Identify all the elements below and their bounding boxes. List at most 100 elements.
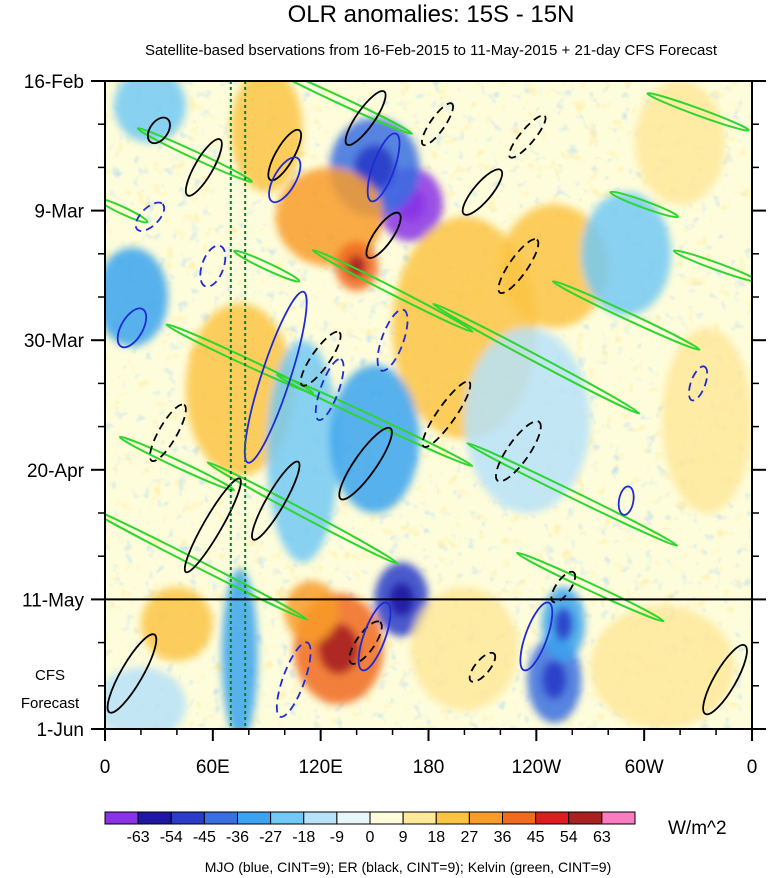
er-contour [508, 114, 547, 159]
kelvin-contour [136, 127, 253, 183]
olr-anomaly-blob [635, 81, 726, 205]
colorbar-tick-label: -9 [330, 829, 344, 846]
forecast-label-line-2: Forecast [21, 695, 80, 712]
y-tick-label: 1-Jun [36, 720, 84, 741]
colorbar-swatch [170, 811, 205, 825]
er-contour [106, 633, 158, 714]
y-tick-label: 20-Apr [27, 461, 85, 482]
colorbar-tick-label: 54 [560, 829, 578, 846]
kelvin-contour [672, 249, 752, 283]
colorbar-swatch [237, 811, 272, 825]
colorbar-swatch [336, 811, 371, 825]
kelvin-contour [206, 461, 399, 565]
er-contour [365, 211, 402, 259]
colorbar-tick-label: 27 [460, 829, 478, 846]
kelvin-contour [118, 435, 235, 492]
colorbar-swatch [402, 811, 437, 825]
kelvin-contour [551, 280, 701, 351]
er-contour [146, 116, 171, 145]
er-contour [421, 380, 472, 448]
mjo-contour [519, 601, 554, 672]
olr-anomaly-blob [105, 247, 168, 347]
y-tick-label: 16-Feb [24, 72, 84, 93]
olr-anomaly-blob [113, 81, 186, 143]
kelvin-contour [646, 92, 750, 132]
x-tick-label: 120E [298, 757, 342, 778]
contour-legend-footer: MJO (blue, CINT=9); ER (black, CINT=9); … [205, 859, 612, 875]
olr-anomaly-core [318, 623, 359, 674]
er-contour [149, 403, 187, 463]
colorbar-tick-label: 45 [527, 829, 545, 846]
colorbar-swatch [568, 811, 603, 825]
kelvin-contour [233, 249, 301, 283]
colorbar-swatch [435, 811, 470, 825]
colorbar-swatch [270, 811, 305, 825]
er-contour [338, 426, 393, 501]
kelvin-contour [466, 442, 679, 547]
chart-title: OLR anomalies: 15S - 15N [288, 1, 575, 28]
olr-anomaly-core [354, 145, 395, 190]
olr-anomaly-blob [590, 605, 735, 729]
colorbar-tick-label: -63 [127, 829, 150, 846]
olr-anomaly-blob [329, 364, 420, 513]
colorbar-tick-label: -45 [193, 829, 216, 846]
mjo-contour [116, 307, 148, 349]
x-tick-label: 60W [625, 757, 664, 778]
kelvin-contour [264, 81, 413, 135]
er-contour [461, 168, 504, 216]
colorbar-swatch [137, 811, 172, 825]
colorbar-tick-label: 18 [427, 829, 445, 846]
colorbar-tick-label: -36 [226, 829, 249, 846]
mjo-contour [134, 201, 166, 232]
colorbar: -63 -54 -45 -36 -27 -18 -9 0 9 18 27 36 45 54 63 [104, 811, 636, 846]
colorbar-swatch [535, 811, 570, 825]
colorbar-swatch [502, 811, 537, 825]
olr-anomaly-core [542, 660, 567, 700]
x-tick-label: 0 [100, 757, 111, 778]
y-tick-label: 11-May [22, 590, 84, 611]
colorbar-tick-label: 63 [593, 829, 611, 846]
x-tick-label: 180 [413, 757, 445, 778]
er-contour [344, 90, 387, 146]
er-contour [495, 420, 542, 483]
colorbar-tick-label: -18 [292, 829, 315, 846]
colorbar-swatch [303, 811, 338, 825]
y-tick-label: 9-Mar [34, 202, 84, 223]
mjo-contour [376, 308, 409, 372]
y-tick-label: 30-Mar [24, 331, 85, 352]
x-tick-label: 60E [196, 757, 230, 778]
plot-area: 0 60E 120E 180 120W 60W 0 16-Feb 9-Mar 30-Mar 20-… [22, 72, 766, 778]
er-contour [267, 128, 302, 182]
mjo-contour [275, 641, 312, 718]
forecast-label-line-1: CFS [35, 667, 65, 684]
colorbar-swatch [104, 811, 139, 825]
colorbar-swatch [203, 811, 238, 825]
mjo-contour [268, 156, 302, 204]
kelvin-contour [515, 551, 665, 623]
colorbar-swatch [369, 811, 404, 825]
chart-subtitle: Satellite-based bservations from 16-Feb-… [145, 42, 718, 59]
olr-anomaly-blob [105, 667, 186, 729]
colorbar-swatch [601, 811, 636, 825]
mjo-contour [199, 244, 227, 288]
er-contour [420, 102, 454, 147]
colorbar-tick-label: -27 [259, 829, 282, 846]
er-contour [183, 477, 242, 574]
colorbar-tick-label: 9 [399, 829, 408, 846]
mjo-contour [357, 601, 392, 672]
er-contour [497, 238, 540, 295]
colorbar-tick-label: 36 [494, 829, 512, 846]
olr-anomaly-blob [185, 303, 294, 476]
kelvin-contour [275, 373, 474, 468]
er-contour [348, 620, 383, 665]
kelvin-contour [165, 323, 315, 395]
olr-anomaly-blob [410, 587, 519, 711]
kelvin-contour [432, 302, 641, 415]
olr-anomaly-blob [284, 580, 339, 643]
colorbar-swatch [468, 811, 503, 825]
mjo-contour [688, 365, 709, 402]
er-contour [184, 138, 223, 197]
olr-anomaly-blob [662, 327, 752, 513]
colorbar-tick-label: -54 [160, 829, 183, 846]
er-contour [550, 570, 577, 604]
